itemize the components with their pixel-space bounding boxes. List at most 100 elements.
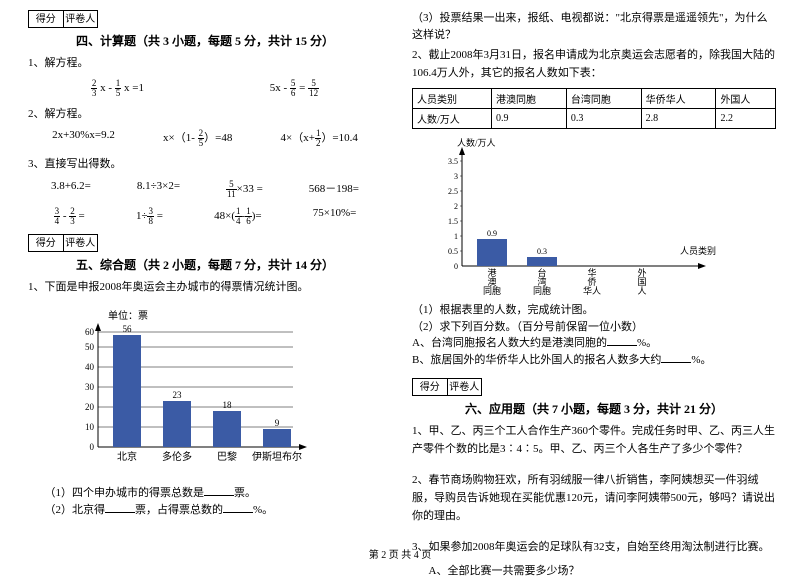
svg-text:30: 30 (85, 382, 95, 392)
bar-value: 0.9 (487, 229, 497, 238)
q5-2-stem: 2、截止2008年3月31日，报名申请成为北京奥运会志愿者的，除我国大陆的106… (412, 47, 776, 82)
table-row: 人员类别 港澳同胞 台湾同胞 华侨华人 外国人 (413, 89, 776, 109)
grader-label: 评卷人 (64, 11, 98, 27)
q5-1-stem: 1、下面是申报2008年奥运会主办城市的得票情况统计图。 (28, 279, 382, 297)
svg-text:同胞: 同胞 (533, 285, 551, 296)
arrow-icon (299, 444, 307, 450)
left-column: 得分 评卷人 四、计算题（共 3 小题，每题 5 分，共计 15 分） 1、解方… (0, 0, 400, 545)
svg-text:3: 3 (454, 172, 458, 181)
q5-1-sub3: （3）投票结果一出来，报纸、电视都说："北京得票是遥遥领先"，为什么这样说？ (412, 10, 776, 43)
td: 2.8 (641, 109, 716, 129)
y-axis-label: 人数/万人 (457, 137, 496, 148)
eq: 34 - 23 = (54, 207, 85, 226)
svg-text:0.5: 0.5 (448, 247, 458, 256)
td: 人数/万人 (413, 109, 492, 129)
arrow-icon (459, 147, 465, 155)
right-column: （3）投票结果一出来，报纸、电视都说："北京得票是遥遥领先"，为什么这样说？ 2… (400, 0, 800, 545)
svg-text:10: 10 (85, 422, 95, 432)
svg-text:1.5: 1.5 (448, 217, 458, 226)
grader-label: 评卷人 (448, 379, 482, 395)
q4-3-label: 3、直接写出得数。 (28, 156, 382, 174)
q4-2-equations: 2x+30%x=9.2 x×（1- 25）=48 4×（x+12）=10.4 (28, 129, 382, 148)
grader-label: 评卷人 (64, 235, 98, 251)
q6-1: 1、甲、乙、丙三个工人合作生产360个零件。完成任务时甲、乙、丙三人生产零件个数… (412, 423, 776, 458)
eq: 2x+30%x=9.2 (52, 129, 115, 148)
q4-3-row1: 3.8+6.2= 8.1÷3×2= 511×33 = 568－198= (28, 180, 382, 199)
th: 外国人 (716, 89, 776, 109)
table-row: 人数/万人 0.9 0.3 2.8 2.2 (413, 109, 776, 129)
eq: 568－198= (309, 180, 359, 199)
svg-text:同胞: 同胞 (483, 285, 501, 296)
q4-3-row2: 34 - 23 = 1÷38 = 48×(14-16)= 75×10%= (28, 207, 382, 226)
td: 2.2 (716, 109, 776, 129)
svg-text:2: 2 (454, 202, 458, 211)
section6-title: 六、应用题（共 7 小题，每题 3 分，共计 21 分） (412, 400, 776, 417)
bar-value: 18 (223, 400, 233, 410)
eq: x×（1- 25）=48 (163, 129, 232, 148)
chart-unit-label: 单位：票 (108, 309, 148, 322)
bar-taiwan (527, 257, 557, 266)
svg-text:3.5: 3.5 (448, 157, 458, 166)
eq: 1÷38 = (136, 207, 163, 226)
y-tick-labels: 0 0.5 1 1.5 2 2.5 3 3.5 (448, 157, 458, 271)
bar-hk-macao (477, 239, 507, 266)
th: 人员类别 (413, 89, 492, 109)
svg-text:50: 50 (85, 342, 95, 352)
svg-text:40: 40 (85, 362, 95, 372)
q5-2-subB: B、旅居国外的华侨华人比外国人的报名人数多大约%。 (412, 352, 776, 369)
td: 0.9 (492, 109, 567, 129)
eq: 511×33 = (226, 180, 263, 199)
bar-beijing (113, 335, 141, 447)
page-footer: 第 2 页 共 4 页 (0, 546, 800, 561)
th: 华侨华人 (641, 89, 716, 109)
q5-2-sub2: （2）求下列百分数。（百分号前保留一位小数） (412, 319, 776, 336)
arrow-icon (95, 323, 101, 331)
th: 台湾同胞 (566, 89, 641, 109)
score-label: 得分 (29, 11, 64, 27)
svg-text:巴黎: 巴黎 (217, 450, 237, 463)
volunteer-table: 人员类别 港澳同胞 台湾同胞 华侨华人 外国人 人数/万人 0.9 0.3 2.… (412, 88, 776, 129)
svg-text:2.5: 2.5 (448, 187, 458, 196)
score-box: 得分 评卷人 (412, 378, 482, 396)
svg-text:0: 0 (90, 442, 95, 452)
arrow-icon (698, 263, 706, 269)
bar-value: 9 (275, 418, 280, 428)
svg-text:多伦多: 多伦多 (162, 450, 192, 463)
votes-bar-chart: 单位：票 0 10 20 30 40 50 60 56 23 (58, 307, 318, 477)
section5-title: 五、综合题（共 2 小题，每题 7 分，共计 14 分） (28, 256, 382, 273)
q5-1-sub2: （2）北京得票，占得票总数的%。 (45, 502, 383, 519)
section4-title: 四、计算题（共 3 小题，每题 5 分，共计 15 分） (28, 32, 382, 49)
svg-text:伊斯坦布尔: 伊斯坦布尔 (252, 450, 302, 463)
score-box: 得分 评卷人 (28, 10, 98, 28)
bar-value: 23 (173, 390, 183, 400)
x-tick-labels: 港澳同胞 台湾同胞 华侨华人 外国人 (483, 267, 647, 296)
score-label: 得分 (29, 235, 64, 251)
svg-text:北京: 北京 (117, 450, 137, 463)
bar-value: 56 (123, 324, 133, 334)
eq: 5x - 56 = 512 (270, 79, 319, 98)
bar-toronto (163, 401, 191, 447)
eq: 23 x - 15 x =1 (91, 79, 144, 98)
q5-2-sub1: （1）根据表里的人数，完成统计图。 (412, 302, 776, 319)
td: 0.3 (566, 109, 641, 129)
bar-paris (213, 411, 241, 447)
th: 港澳同胞 (492, 89, 567, 109)
svg-text:1: 1 (454, 232, 458, 241)
eq: 75×10%= (313, 207, 357, 226)
q4-1-label: 1、解方程。 (28, 55, 382, 73)
page: 得分 评卷人 四、计算题（共 3 小题，每题 5 分，共计 15 分） 1、解方… (0, 0, 800, 545)
svg-text:人: 人 (637, 286, 646, 296)
q6-2: 2、春节商场购物狂欢，所有羽绒服一律八折销售，李阿姨想买一件羽绒服，导购员告诉她… (412, 472, 776, 525)
score-label: 得分 (413, 379, 448, 395)
svg-text:华人: 华人 (583, 285, 601, 296)
q6-3a: A、全部比赛一共需要多少场？ (429, 563, 777, 579)
y-tick-labels: 0 10 20 30 40 50 60 (85, 327, 95, 452)
q5-2-subA: A、台湾同胞报名人数大约是港澳同胞的%。 (412, 335, 776, 352)
svg-text:0: 0 (454, 262, 458, 271)
svg-text:60: 60 (85, 327, 95, 337)
bar-istanbul (263, 429, 291, 447)
eq: 4×（x+12）=10.4 (281, 129, 358, 148)
volunteer-bar-chart: 人数/万人 人员类别 00.51 1.522.5 33.5 0.9 0.3 (422, 136, 722, 296)
svg-text:20: 20 (85, 402, 95, 412)
x-axis-label: 人员类别 (680, 245, 716, 256)
